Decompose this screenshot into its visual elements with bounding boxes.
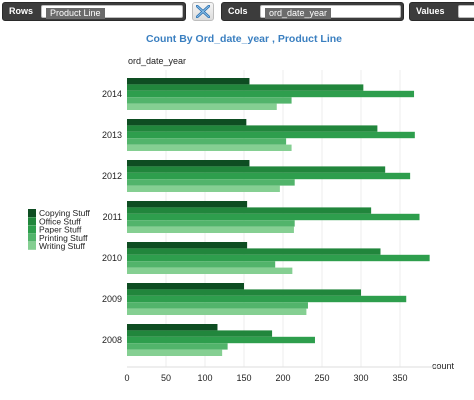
bar-2012-printing-stuff[interactable] [127, 179, 295, 186]
x-tick-label-350: 350 [392, 373, 407, 383]
bar-2012-paper-stuff[interactable] [127, 172, 411, 180]
cols-field-pill[interactable]: ord_date_year [265, 8, 332, 19]
bar-2013-writing-stuff[interactable] [127, 144, 292, 151]
x-tick-label-200: 200 [275, 373, 290, 383]
legend-label-printing-stuff: Printing Stuff [39, 233, 88, 243]
y-tick-label-2009: 2009 [102, 294, 122, 304]
values-shelf: Values [409, 2, 474, 21]
cols-shelf: Cols ord_date_year [221, 2, 404, 21]
legend-label-writing-stuff: Writing Stuff [39, 241, 86, 251]
bar-2010-office-stuff[interactable] [127, 248, 381, 255]
y-tick-label-2008: 2008 [102, 335, 122, 345]
bar-2011-printing-stuff[interactable] [127, 220, 295, 227]
x-tick-label-0: 0 [124, 373, 129, 383]
cols-drop-zone[interactable]: ord_date_year [260, 5, 401, 19]
x-tick-label-50: 50 [161, 373, 171, 383]
bar-2008-copying-stuff[interactable] [127, 324, 218, 331]
legend-swatch-office-stuff [28, 217, 36, 226]
bar-2009-office-stuff[interactable] [127, 289, 361, 296]
bar-2013-copying-stuff[interactable] [127, 119, 247, 126]
rows-drop-zone[interactable]: Product Line [41, 5, 183, 19]
legend-swatch-copying-stuff [28, 209, 36, 217]
rows-field-pill[interactable]: Product Line [46, 8, 105, 19]
bar-2014-copying-stuff[interactable] [127, 78, 250, 85]
bar-2010-writing-stuff[interactable] [127, 267, 293, 274]
x-tick-label-100: 100 [197, 373, 212, 383]
bar-2011-office-stuff[interactable] [127, 207, 372, 214]
bar-2012-copying-stuff[interactable] [127, 160, 250, 167]
bar-2014-printing-stuff[interactable] [127, 97, 292, 104]
legend-swatch-writing-stuff [28, 241, 36, 250]
chart-title: Count By Ord_date_year , Product Line [146, 33, 342, 45]
bar-2011-writing-stuff[interactable] [127, 226, 294, 233]
legend-swatch-paper-stuff [28, 225, 36, 234]
y-tick-label-2014: 2014 [102, 89, 122, 99]
y-tick-label-2012: 2012 [102, 171, 122, 181]
legend-label-copying-stuff: Copying Stuff [39, 208, 91, 218]
x-tick-label-300: 300 [353, 373, 368, 383]
bar-2008-printing-stuff[interactable] [127, 343, 228, 350]
bar-2008-paper-stuff[interactable] [127, 336, 315, 344]
bar-2009-writing-stuff[interactable] [127, 308, 307, 315]
y-tick-label-2010: 2010 [102, 253, 122, 263]
y-tick-label-2011: 2011 [103, 212, 122, 222]
bar-2009-paper-stuff[interactable] [127, 295, 407, 303]
legend-label-paper-stuff: Paper Stuff [39, 225, 82, 235]
values-drop-zone[interactable] [458, 5, 474, 18]
bar-2010-paper-stuff[interactable] [127, 254, 430, 262]
bar-2008-writing-stuff[interactable] [127, 349, 223, 356]
rows-shelf: Rows Product Line [2, 2, 186, 21]
legend-swatch-printing-stuff [28, 233, 36, 242]
bar-2009-printing-stuff[interactable] [127, 302, 308, 309]
x-tick-label-150: 150 [236, 373, 251, 383]
bar-2014-writing-stuff[interactable] [127, 103, 277, 110]
bar-2008-office-stuff[interactable] [127, 330, 273, 337]
y-axis-title: ord_date_year [128, 56, 186, 66]
y-tick-label-2013: 2013 [102, 130, 122, 140]
values-shelf-label: Values [416, 6, 445, 16]
bar-2013-paper-stuff[interactable] [127, 131, 415, 139]
cols-shelf-label: Cols [228, 6, 248, 16]
rows-shelf-label: Rows [9, 6, 34, 16]
bar-2014-office-stuff[interactable] [127, 84, 364, 91]
bar-2014-paper-stuff[interactable] [127, 90, 415, 98]
swap-axes-button[interactable] [192, 2, 214, 21]
legend-label-office-stuff: Office Stuff [39, 216, 81, 226]
bar-2010-printing-stuff[interactable] [127, 261, 276, 268]
bar-2013-office-stuff[interactable] [127, 125, 378, 132]
bar-2009-copying-stuff[interactable] [127, 283, 244, 290]
bar-2010-copying-stuff[interactable] [127, 242, 248, 249]
bar-2011-paper-stuff[interactable] [127, 213, 420, 221]
bar-2011-copying-stuff[interactable] [127, 201, 248, 208]
bar-2012-office-stuff[interactable] [127, 166, 386, 173]
bar-2012-writing-stuff[interactable] [127, 185, 280, 192]
x-tick-label-250: 250 [314, 373, 329, 383]
bar-2013-printing-stuff[interactable] [127, 138, 287, 145]
swap-icon [196, 5, 210, 18]
x-axis-title: count [432, 361, 455, 371]
